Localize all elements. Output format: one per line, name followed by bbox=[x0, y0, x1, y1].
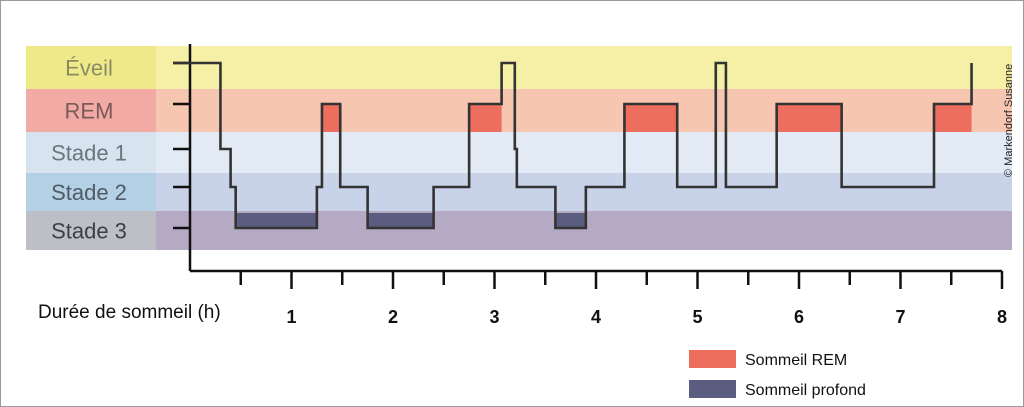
x-tick-label: 3 bbox=[489, 307, 499, 327]
label-bg-stade2 bbox=[26, 173, 156, 211]
band-stade2 bbox=[156, 173, 1012, 211]
x-tick-label: 6 bbox=[794, 307, 804, 327]
deep-sleep-period bbox=[555, 213, 586, 228]
rem-period bbox=[469, 104, 502, 132]
deep-sleep-period bbox=[235, 213, 317, 228]
rem-period bbox=[933, 104, 972, 132]
stage-label-rem: REM bbox=[65, 99, 114, 124]
x-tick-label: 7 bbox=[895, 307, 905, 327]
x-tick-label: 2 bbox=[388, 307, 398, 327]
x-tick-label: 8 bbox=[997, 307, 1007, 327]
legend-label: Sommeil REM bbox=[745, 352, 847, 369]
x-axis-label: Durée de sommeil (h) bbox=[38, 302, 221, 323]
x-tick-label: 4 bbox=[591, 307, 601, 327]
legend-label: Sommeil profond bbox=[745, 382, 866, 399]
stage-label-stade2: Stade 2 bbox=[51, 180, 127, 205]
rem-period bbox=[776, 104, 842, 132]
copyright-credit: © Markendorf Susanne bbox=[1003, 64, 1015, 177]
legend-swatch bbox=[689, 350, 736, 368]
band-stade1 bbox=[156, 132, 1012, 173]
legend-swatch bbox=[689, 380, 736, 398]
x-tick-label: 5 bbox=[692, 307, 702, 327]
band-eveil bbox=[156, 46, 1012, 89]
label-bg-stade1 bbox=[26, 132, 156, 173]
stage-label-eveil: Éveil bbox=[65, 56, 113, 81]
x-tick-label: 1 bbox=[286, 307, 296, 327]
stage-label-stade3: Stade 3 bbox=[51, 219, 127, 244]
rem-period bbox=[321, 104, 341, 132]
rem-period bbox=[624, 104, 678, 132]
label-bg-stade3 bbox=[26, 211, 156, 250]
deep-sleep-period bbox=[367, 213, 434, 228]
label-bg-eveil bbox=[26, 46, 156, 89]
band-rem bbox=[156, 89, 1012, 132]
stage-label-stade1: Stade 1 bbox=[51, 141, 127, 166]
hypnogram-line bbox=[173, 61, 973, 230]
label-bg-rem bbox=[26, 89, 156, 132]
